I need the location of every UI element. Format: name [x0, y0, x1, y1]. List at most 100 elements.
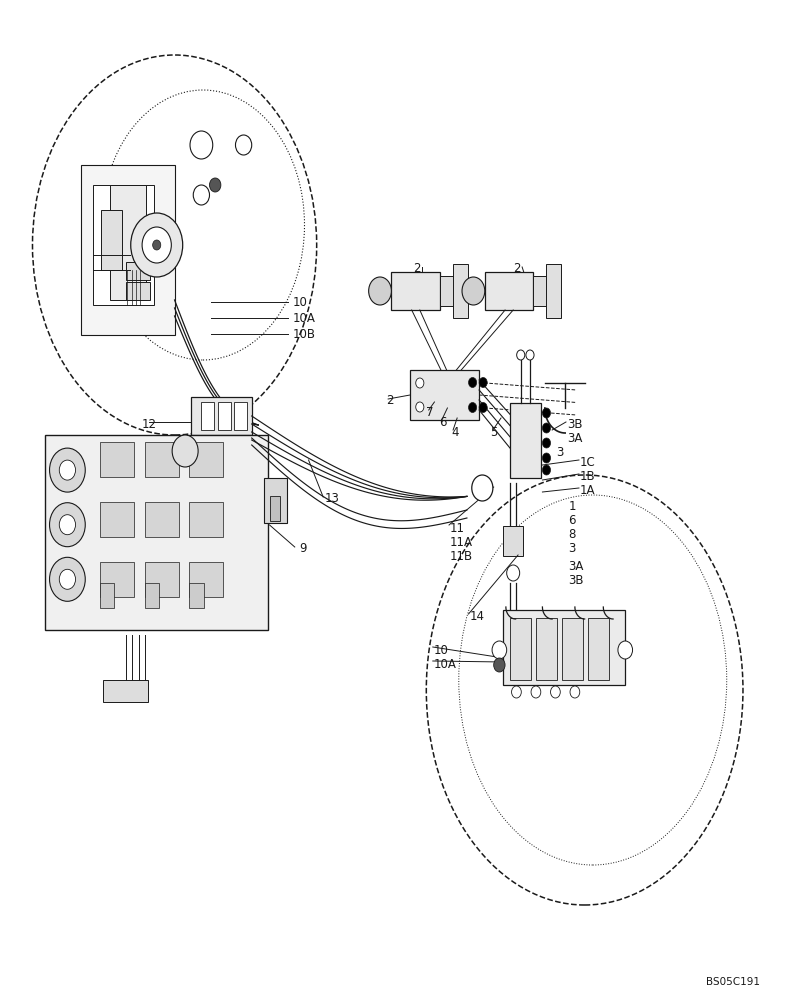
Bar: [144, 502, 178, 537]
Text: 9: 9: [298, 542, 306, 556]
Bar: [93, 185, 154, 305]
Circle shape: [542, 438, 550, 448]
Text: 3A: 3A: [568, 560, 583, 572]
Text: 12: 12: [142, 418, 157, 432]
Circle shape: [542, 408, 550, 418]
Circle shape: [235, 135, 251, 155]
Text: 10A: 10A: [433, 658, 456, 670]
Bar: [484, 272, 533, 310]
Text: 2: 2: [385, 393, 393, 406]
Bar: [440, 276, 457, 306]
Text: 2: 2: [513, 261, 520, 274]
Bar: [126, 262, 150, 280]
Circle shape: [209, 178, 221, 192]
Bar: [201, 402, 214, 430]
Circle shape: [49, 557, 85, 601]
Text: 10B: 10B: [292, 328, 315, 340]
Circle shape: [190, 131, 212, 159]
Circle shape: [569, 686, 579, 698]
Circle shape: [131, 213, 182, 277]
Circle shape: [193, 185, 209, 205]
Text: 3A: 3A: [566, 432, 581, 446]
Circle shape: [142, 227, 171, 263]
Circle shape: [530, 686, 540, 698]
Bar: [535, 618, 556, 680]
Circle shape: [59, 515, 75, 535]
Circle shape: [542, 423, 550, 433]
Bar: [189, 583, 204, 608]
Bar: [144, 583, 159, 608]
Text: 10: 10: [292, 296, 307, 308]
Bar: [533, 276, 551, 306]
Bar: [587, 618, 608, 680]
Bar: [100, 562, 134, 597]
Bar: [100, 583, 114, 608]
Bar: [217, 402, 230, 430]
Bar: [173, 435, 197, 470]
Circle shape: [49, 448, 85, 492]
Text: 1: 1: [568, 500, 575, 514]
Circle shape: [468, 378, 476, 388]
Text: 3: 3: [568, 542, 575, 554]
Text: 8: 8: [568, 528, 575, 540]
Circle shape: [368, 277, 391, 305]
Text: 7: 7: [426, 406, 433, 420]
Circle shape: [59, 460, 75, 480]
Bar: [45, 435, 268, 630]
Text: 1A: 1A: [579, 485, 594, 497]
Bar: [126, 282, 150, 300]
Text: 3B: 3B: [566, 418, 581, 432]
Bar: [189, 562, 223, 597]
Circle shape: [152, 240, 161, 250]
Text: 6: 6: [439, 416, 446, 430]
Bar: [81, 165, 174, 335]
Circle shape: [461, 277, 484, 305]
Text: 4: 4: [451, 426, 458, 440]
Circle shape: [506, 565, 519, 581]
Circle shape: [415, 378, 423, 388]
Bar: [561, 618, 582, 680]
Circle shape: [550, 686, 560, 698]
Circle shape: [542, 465, 550, 475]
Circle shape: [516, 350, 524, 360]
Circle shape: [542, 453, 550, 463]
Text: 1C: 1C: [579, 456, 594, 470]
Text: 1B: 1B: [579, 471, 594, 484]
Text: 11A: 11A: [449, 536, 472, 548]
Circle shape: [471, 475, 492, 501]
Bar: [101, 210, 122, 270]
Circle shape: [493, 658, 504, 672]
Bar: [189, 442, 223, 477]
Bar: [391, 272, 440, 310]
Bar: [109, 185, 146, 300]
Bar: [144, 442, 178, 477]
Circle shape: [59, 569, 75, 589]
Text: 6: 6: [568, 514, 575, 526]
Bar: [410, 370, 478, 420]
Text: 13: 13: [324, 491, 339, 504]
Text: 3: 3: [556, 446, 563, 460]
Bar: [100, 502, 134, 537]
Text: 5: 5: [490, 426, 497, 440]
Circle shape: [617, 641, 632, 659]
Circle shape: [49, 503, 85, 547]
Bar: [509, 403, 540, 478]
Bar: [191, 397, 251, 435]
Bar: [453, 264, 467, 318]
Circle shape: [415, 402, 423, 412]
Bar: [546, 264, 560, 318]
Bar: [189, 502, 223, 537]
Bar: [100, 442, 134, 477]
Text: 3B: 3B: [568, 574, 583, 586]
Bar: [503, 526, 522, 556]
Text: BS05C191: BS05C191: [706, 977, 760, 987]
Circle shape: [526, 350, 534, 360]
Bar: [103, 680, 148, 702]
Bar: [270, 496, 280, 521]
Circle shape: [468, 403, 476, 413]
Circle shape: [491, 641, 506, 659]
Text: 2: 2: [413, 261, 420, 274]
Circle shape: [172, 435, 198, 467]
Circle shape: [511, 686, 521, 698]
Circle shape: [478, 378, 487, 388]
